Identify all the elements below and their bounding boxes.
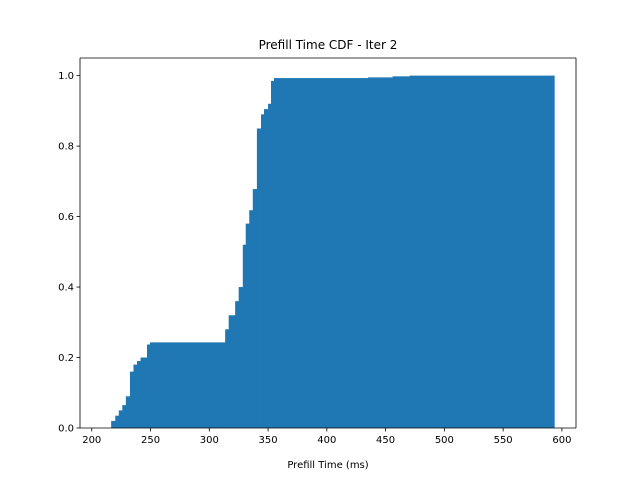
cdf-bar <box>256 128 262 428</box>
chart-title: Prefill Time CDF - Iter 2 <box>259 38 398 52</box>
x-tick-label: 250 <box>141 435 160 446</box>
y-tick-label: 0.2 <box>58 353 74 364</box>
cdf-bar <box>118 410 123 428</box>
cdf-bar <box>270 80 275 429</box>
cdf-bar <box>367 77 394 428</box>
cdf-bar <box>228 315 236 428</box>
cdf-bar <box>242 244 247 428</box>
cdf-bar <box>261 114 265 428</box>
y-tick-label: 0.0 <box>58 424 74 435</box>
cdf-bar <box>245 223 250 428</box>
cdf-bar <box>409 75 555 428</box>
y-tick-label: 0.4 <box>58 283 74 294</box>
x-ticks: 200 250 300 350 400 450 500 550 600 <box>82 428 571 446</box>
cdf-bar <box>225 329 230 428</box>
cdf-bar <box>252 189 258 428</box>
x-tick-label: 500 <box>435 435 454 446</box>
cdf-bar <box>140 357 148 428</box>
cdf-bar <box>115 415 120 428</box>
y-tick-label: 0.6 <box>58 212 74 223</box>
cdf-bar <box>238 287 244 428</box>
y-ticks: 0.0 0.2 0.4 0.6 0.8 1.0 <box>58 71 80 435</box>
cdf-bar <box>149 342 226 428</box>
x-tick-label: 350 <box>259 435 278 446</box>
cdf-bar <box>125 396 131 428</box>
x-tick-label: 400 <box>317 435 336 446</box>
cdf-bar <box>111 420 116 428</box>
cdf-bar <box>268 103 272 429</box>
x-tick-label: 450 <box>376 435 395 446</box>
cdf-bar <box>249 210 254 428</box>
cdf-bar <box>137 361 141 428</box>
x-axis-label: Prefill Time (ms) <box>287 460 368 471</box>
axes <box>79 57 577 429</box>
histogram-bars <box>111 75 555 429</box>
x-tick-label: 300 <box>200 435 219 446</box>
x-tick-label: 550 <box>494 435 513 446</box>
x-tick-label: 200 <box>82 435 101 446</box>
cdf-bar <box>146 344 151 428</box>
cdf-bar <box>392 76 411 429</box>
x-tick-label: 600 <box>552 435 571 446</box>
cdf-bar <box>263 109 269 428</box>
y-tick-label: 1.0 <box>58 71 74 82</box>
cdf-bar <box>273 78 369 428</box>
y-tick-label: 0.8 <box>58 142 74 153</box>
cdf-bar <box>133 364 138 428</box>
cdf-bar <box>122 405 127 428</box>
cdf-bar <box>129 371 134 428</box>
cdf-bar <box>235 301 240 428</box>
